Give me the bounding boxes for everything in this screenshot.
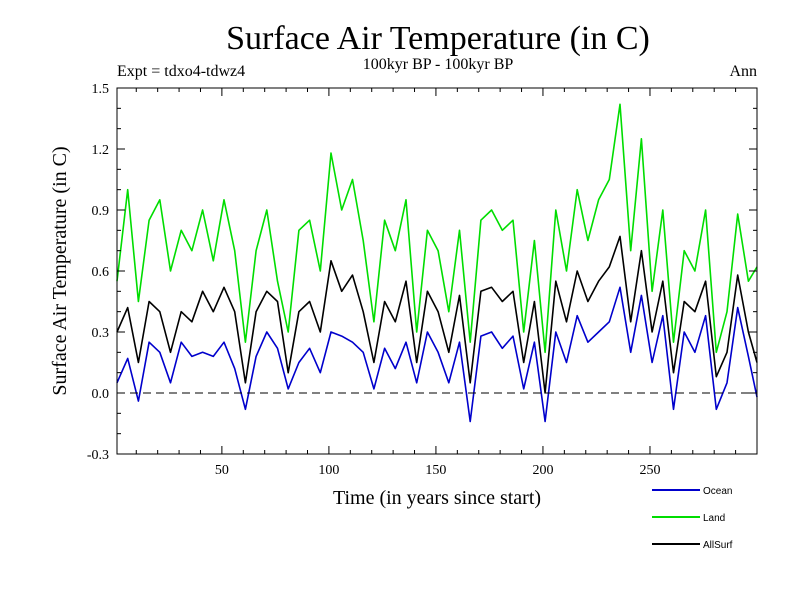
series-line-land <box>116 103 758 354</box>
x-tick-label: 250 <box>639 463 660 478</box>
ticks-layer: -0.3 0.0 0.3 0.6 0.9 1.2 1.5 50 100 150 200 250 <box>87 82 757 478</box>
y-axis-label: Surface Air Temperature (in C) <box>49 146 71 395</box>
legend-label-land: Land <box>703 513 725 524</box>
x-tick-label: 100 <box>318 463 339 478</box>
series-layer <box>116 103 758 423</box>
period-label: 100kyr BP - 100kyr BP <box>363 56 514 73</box>
series-line-ocean <box>116 286 758 423</box>
y-tick-label: 1.5 <box>92 82 110 97</box>
x-axis-label: Time (in years since start) <box>333 487 541 509</box>
y-tick-label: -0.3 <box>87 448 109 463</box>
y-tick-label: 0.0 <box>92 387 110 402</box>
x-tick-label: 150 <box>425 463 446 478</box>
season-label: Ann <box>729 63 757 80</box>
legend-label-ocean: Ocean <box>703 486 732 497</box>
y-tick-label: 0.6 <box>92 265 110 280</box>
chart-title: Surface Air Temperature (in C) <box>226 20 650 57</box>
x-tick-label: 200 <box>532 463 553 478</box>
experiment-label: Expt = tdxo4-tdwz4 <box>117 63 245 80</box>
x-tick-label: 50 <box>215 463 229 478</box>
legend: Ocean Land AllSurf <box>652 486 733 551</box>
legend-label-allsurf: AllSurf <box>703 540 733 551</box>
y-tick-label: 1.2 <box>92 143 110 158</box>
y-tick-label: 0.3 <box>92 326 110 341</box>
y-tick-label: 0.9 <box>92 204 110 219</box>
series-line-allsurf <box>116 235 758 394</box>
plot-frame <box>116 87 758 455</box>
